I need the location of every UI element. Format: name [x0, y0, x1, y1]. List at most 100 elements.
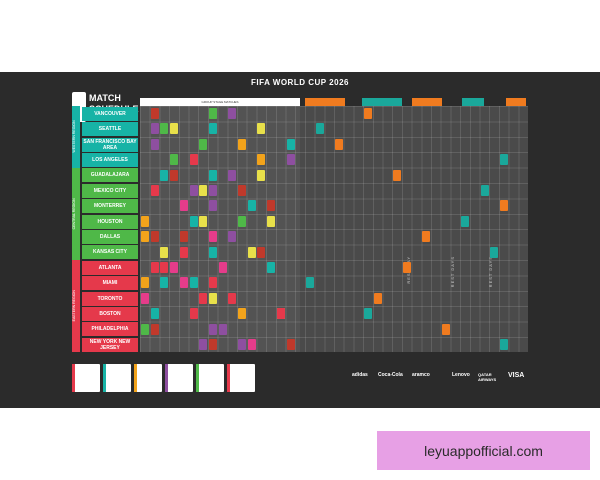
knockout-match-block	[499, 200, 508, 212]
match-block	[208, 200, 217, 212]
match-block	[238, 138, 246, 150]
logo-line1: MATCH	[89, 93, 121, 103]
match-block	[238, 339, 246, 350]
match-block	[218, 323, 227, 335]
region-label: WESTERN REGION	[72, 120, 76, 153]
region-label: EASTERN REGION	[72, 290, 76, 322]
region-band	[72, 167, 80, 260]
city-row-label: MIAMI	[82, 276, 138, 291]
match-block	[160, 277, 169, 289]
match-block	[170, 169, 179, 181]
legend-card	[196, 364, 224, 392]
match-block	[208, 123, 217, 135]
match-block	[141, 323, 149, 335]
match-block	[189, 277, 198, 289]
match-block	[208, 185, 217, 196]
knockout-match-block	[441, 323, 450, 335]
legend-card	[165, 364, 193, 392]
match-block	[208, 323, 217, 335]
match-block	[286, 154, 295, 166]
match-block	[199, 292, 208, 304]
match-block	[238, 185, 246, 196]
city-row-label: ATLANTA	[82, 260, 138, 275]
knockout-match-block	[315, 123, 324, 135]
city-row-label: BOSTON	[82, 306, 138, 321]
match-block	[141, 231, 149, 243]
match-block	[179, 231, 188, 243]
match-block	[276, 308, 285, 320]
semi-header	[462, 98, 484, 106]
match-block	[257, 169, 266, 181]
legend-card	[227, 364, 255, 392]
match-block	[170, 154, 179, 166]
match-block	[257, 123, 266, 135]
match-block	[228, 169, 237, 181]
sponsor-qatar: QATAR AIRWAYS	[478, 372, 497, 382]
group-legend	[72, 364, 262, 392]
match-block	[141, 292, 149, 304]
match-block	[150, 108, 159, 119]
city-row-label: SAN FRANCISCO BAY AREA	[82, 137, 138, 152]
match-block	[150, 123, 159, 135]
match-block	[228, 108, 237, 119]
city-row-label: GUADALAJARA	[82, 168, 138, 183]
match-block	[286, 138, 295, 150]
match-block	[170, 123, 179, 135]
sponsor-coca-cola: Coca-Cola	[378, 372, 403, 378]
match-block	[267, 215, 276, 227]
sponsor-logos: adidas Coca-Cola aramco Lenovo QATAR AIR…	[352, 372, 532, 396]
legend-card	[103, 364, 131, 392]
match-block	[199, 339, 208, 350]
match-block	[179, 277, 188, 289]
match-block	[267, 262, 276, 273]
match-block	[208, 108, 217, 119]
match-block	[199, 185, 208, 196]
knockout-match-block	[402, 262, 411, 273]
match-block	[228, 231, 237, 243]
final-header	[506, 98, 526, 106]
city-row-label: PHILADELPHIA	[82, 322, 138, 337]
match-block	[189, 154, 198, 166]
knockout-match-block	[373, 292, 382, 304]
match-block	[208, 246, 217, 258]
sponsor-aramco: aramco	[412, 372, 430, 378]
match-block	[247, 339, 256, 350]
match-block	[160, 169, 169, 181]
round16-header	[362, 98, 402, 106]
match-block	[247, 246, 256, 258]
match-block	[170, 262, 179, 273]
knockout-match-block	[393, 169, 402, 181]
match-block	[208, 231, 217, 243]
city-row-label: MEXICO CITY	[82, 183, 138, 198]
sponsor-adidas: adidas	[352, 372, 368, 378]
match-block	[238, 308, 246, 320]
match-block	[160, 123, 169, 135]
match-block	[257, 246, 266, 258]
sponsor-lenovo: Lenovo	[452, 372, 470, 378]
match-block	[199, 215, 208, 227]
match-block	[150, 138, 159, 150]
match-block	[208, 339, 217, 350]
match-block	[208, 277, 217, 289]
city-row-label: NEW YORK NEW JERSEY	[82, 337, 138, 352]
knockout-match-block	[499, 339, 508, 350]
match-block	[150, 185, 159, 196]
round32-header	[305, 98, 345, 106]
knockout-match-block	[305, 277, 314, 289]
match-block	[286, 339, 295, 350]
quarter-header	[412, 98, 442, 106]
match-block	[189, 215, 198, 227]
match-block	[179, 246, 188, 258]
rest-days-label-2: REST DAYS	[488, 256, 493, 288]
city-row-label: LOS ANGELES	[82, 152, 138, 167]
knockout-match-block	[364, 108, 373, 119]
match-block	[179, 200, 188, 212]
knockout-match-block	[461, 215, 470, 227]
city-row-label: KANSAS CITY	[82, 245, 138, 260]
region-band	[72, 260, 80, 353]
city-row-label: HOUSTON	[82, 214, 138, 229]
match-block	[208, 292, 217, 304]
match-block	[141, 277, 149, 289]
match-block	[199, 138, 208, 150]
match-block	[141, 215, 149, 227]
